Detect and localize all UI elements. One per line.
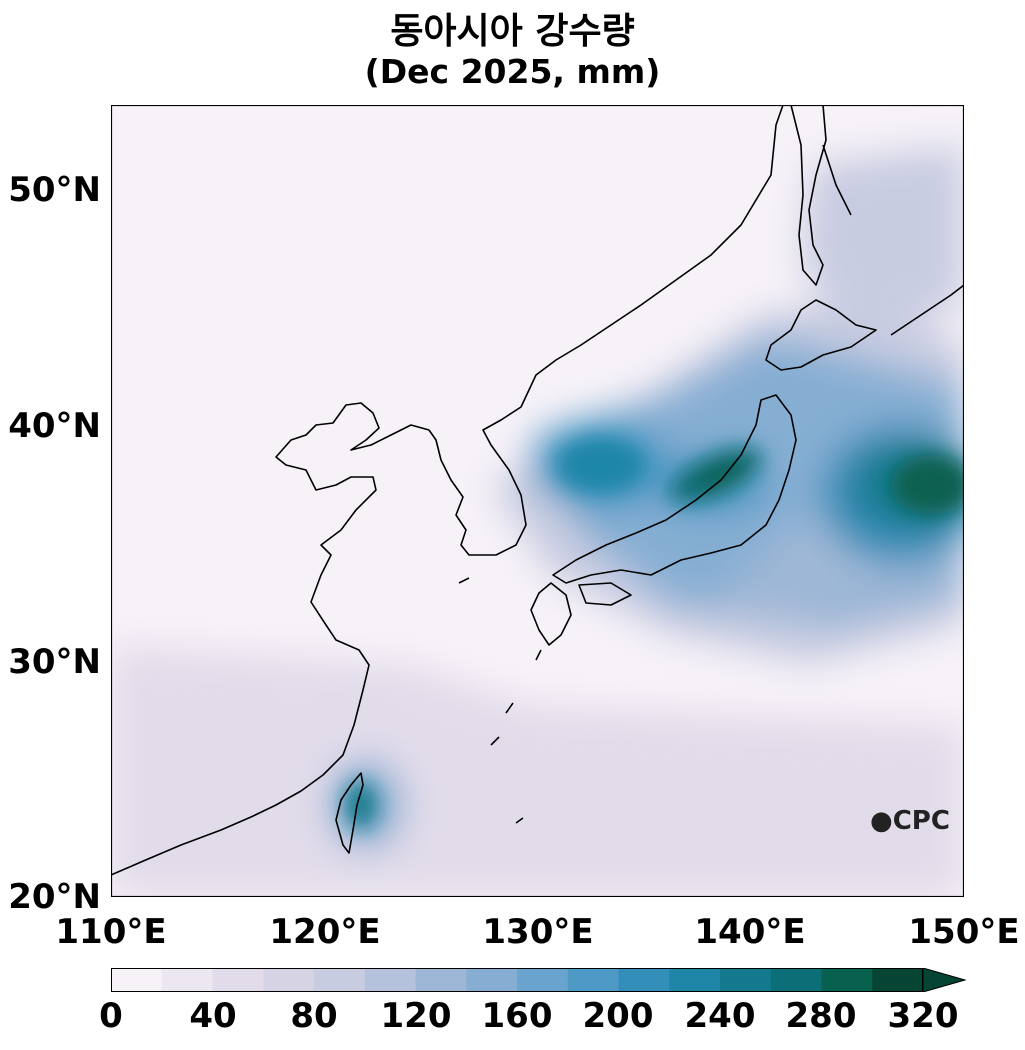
colorbar-tick-80: 80 — [290, 996, 338, 1036]
logo-text: CPC — [892, 806, 950, 836]
colorbar-tick-40: 40 — [189, 996, 237, 1036]
lat-label-30: 30°N — [8, 642, 101, 682]
lat-label-50: 50°N — [8, 170, 101, 210]
lon-label-150: 150°E — [908, 912, 1020, 952]
lon-label-110: 110°E — [55, 912, 167, 952]
colorbar-segment — [720, 968, 772, 992]
cpc-logo: ●CPC — [870, 806, 950, 836]
logo-circle-icon: ● — [870, 806, 893, 836]
colorbar-segment — [466, 968, 518, 992]
colorbar-segment — [314, 968, 366, 992]
colorbar-segment — [821, 968, 873, 992]
lon-label-120: 120°E — [269, 912, 381, 952]
colorbar-extend-arrow — [922, 968, 966, 992]
lon-label-140: 140°E — [694, 912, 806, 952]
colorbar-border — [111, 968, 923, 992]
colorbar-tick-320: 320 — [887, 996, 959, 1036]
colorbar-segment — [212, 968, 264, 992]
colorbar-tick-120: 120 — [380, 996, 452, 1036]
colorbar-segment — [415, 968, 467, 992]
lat-label-20: 20°N — [8, 877, 101, 917]
colorbar-tick-200: 200 — [582, 996, 654, 1036]
colorbar-segment — [770, 968, 823, 992]
colorbar-tick-240: 240 — [684, 996, 756, 1036]
colorbar-segment — [669, 968, 721, 992]
lon-label-130: 130°E — [482, 912, 594, 952]
colorbar-segment — [111, 968, 163, 992]
colorbar-segment — [618, 968, 670, 992]
colorbar-segment — [263, 968, 315, 992]
colorbar-segment — [161, 968, 214, 992]
map-title: 동아시아 강수량 — [390, 11, 635, 52]
colorbar-segment — [567, 968, 620, 992]
colorbar-tick-0: 0 — [99, 996, 123, 1036]
precipitation-map — [111, 105, 964, 897]
colorbar-segment — [364, 968, 417, 992]
colorbar — [111, 968, 966, 992]
colorbar-segment — [517, 968, 569, 992]
colorbar-tick-280: 280 — [785, 996, 857, 1036]
lat-label-40: 40°N — [8, 406, 101, 446]
colorbar-tick-160: 160 — [481, 996, 553, 1036]
colorbar-segment — [872, 968, 924, 992]
map-subtitle: (Dec 2025, mm) — [364, 52, 661, 91]
